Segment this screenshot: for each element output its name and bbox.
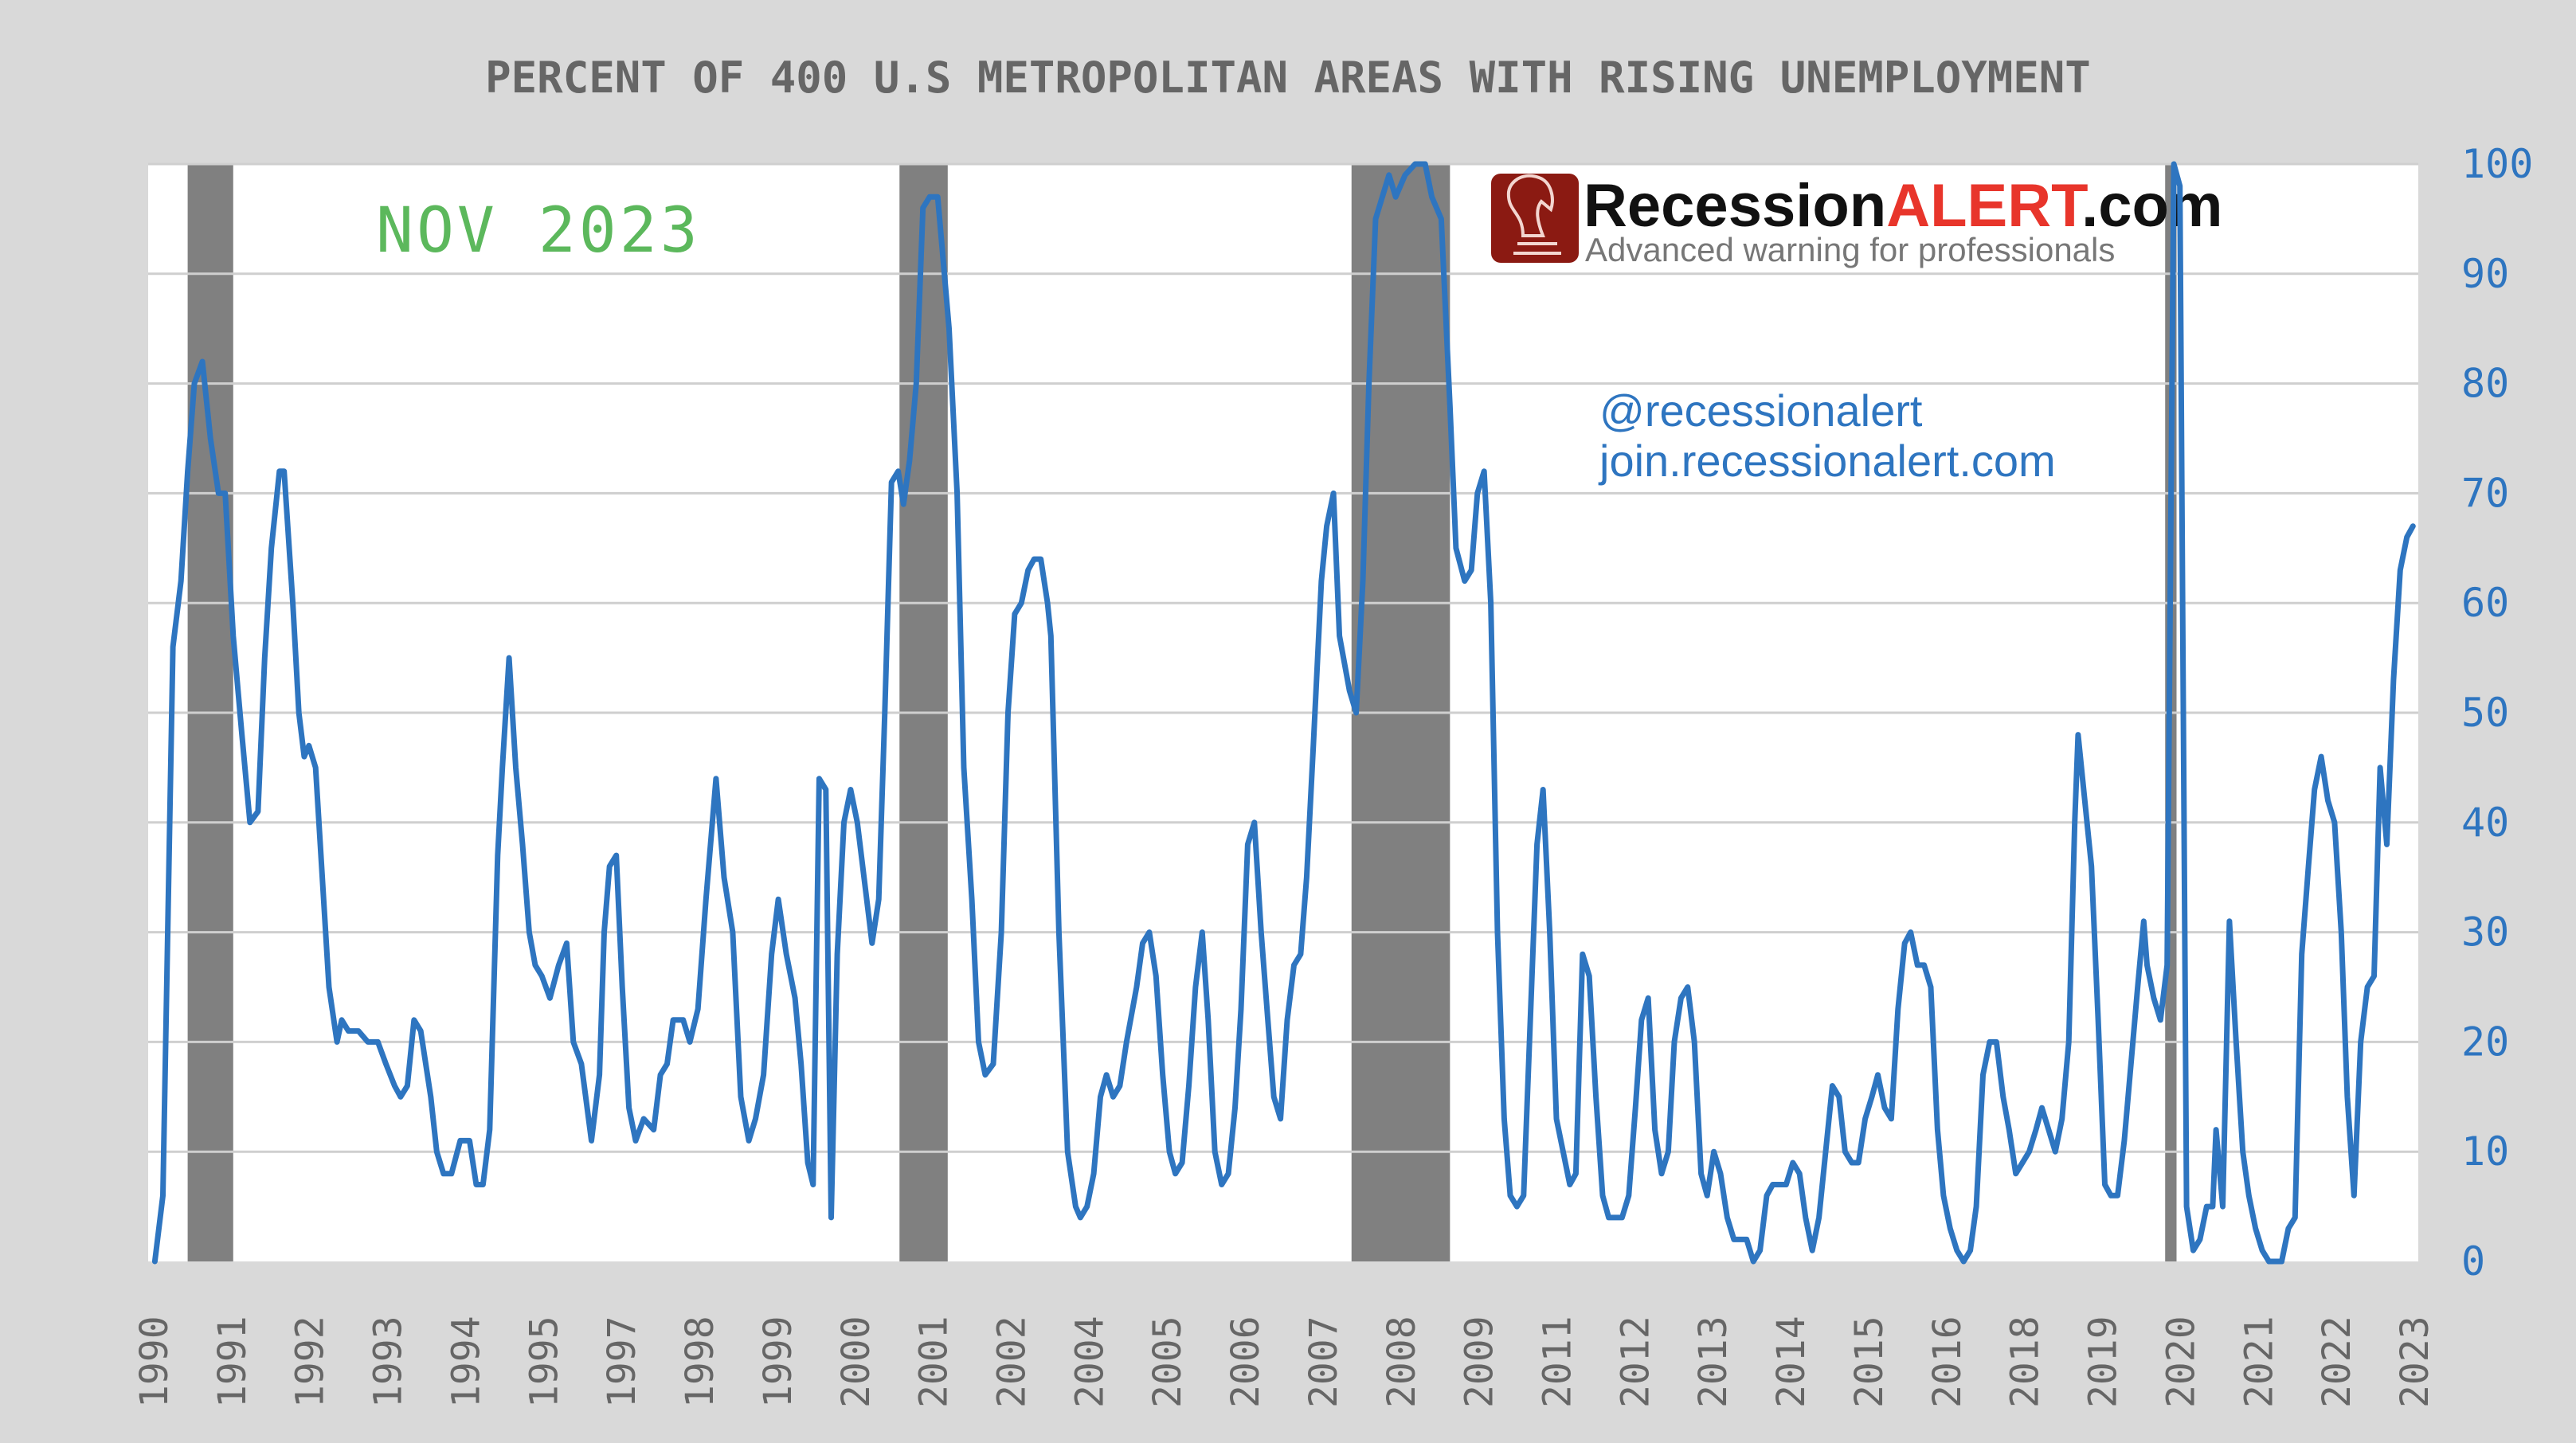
x-tick-label: 1993 <box>366 1316 411 1408</box>
x-tick-label: 1997 <box>600 1316 644 1408</box>
x-tick-label: 1999 <box>756 1316 801 1408</box>
y-tick-label: 70 <box>2461 470 2509 516</box>
x-tick-label: 2009 <box>1458 1316 1502 1408</box>
logo-tagline: Advanced warning for professionals <box>1585 231 2115 268</box>
social-handle: @recessionalert <box>1599 385 1923 436</box>
y-tick-label: 90 <box>2461 251 2509 297</box>
x-tick-label: 2020 <box>2159 1316 2203 1408</box>
knight-icon-glyph <box>1506 174 1561 255</box>
x-tick-label: 2012 <box>1613 1316 1658 1408</box>
x-tick-label: 2000 <box>834 1316 879 1408</box>
x-tick-label: 2014 <box>1769 1316 1814 1408</box>
y-tick-label: 40 <box>2461 800 2509 846</box>
y-tick-label: 50 <box>2461 690 2509 736</box>
x-tick-label: 1998 <box>678 1316 722 1408</box>
x-tick-label: 2006 <box>1223 1316 1268 1408</box>
x-tick-label: 2004 <box>1067 1316 1112 1408</box>
x-tick-label: 2007 <box>1302 1316 1346 1408</box>
y-tick-label: 80 <box>2461 361 2509 407</box>
x-tick-label: 2005 <box>1145 1316 1190 1408</box>
x-tick-label: 1991 <box>210 1316 255 1408</box>
x-tick-label: 2018 <box>2003 1316 2048 1408</box>
y-tick-label: 0 <box>2461 1238 2485 1285</box>
y-tick-label: 10 <box>2461 1128 2509 1175</box>
x-tick-label: 2016 <box>1925 1316 1970 1408</box>
x-tick-label: 2013 <box>1691 1316 1736 1408</box>
x-tick-label: 2023 <box>2393 1316 2437 1408</box>
x-tick-label: 1992 <box>288 1316 333 1408</box>
x-tick-label: 2008 <box>1380 1316 1424 1408</box>
x-tick-label: 2011 <box>1536 1316 1580 1408</box>
website-link[interactable]: join.recessionalert.com <box>1598 436 2056 486</box>
x-tick-label: 2019 <box>2081 1316 2126 1408</box>
x-tick-label: 1994 <box>444 1316 488 1408</box>
x-tick-label: 1990 <box>132 1316 177 1408</box>
series-line <box>151 161 2416 1265</box>
x-tick-label: 2015 <box>1847 1316 1892 1408</box>
y-axis-right: 0 10 20 30 40 50 60 70 80 90 100 <box>2461 141 2533 1285</box>
x-tick-label: 1995 <box>522 1316 566 1408</box>
y-tick-label: 60 <box>2461 580 2509 626</box>
knight-icon <box>1491 174 1579 263</box>
x-axis: 1990 1991 1992 1993 1994 1995 1997 1998 1999 2000… <box>132 1316 2437 1408</box>
y-tick-label: 100 <box>2461 141 2533 187</box>
x-tick-label: 2021 <box>2237 1316 2281 1408</box>
y-tick-label: 20 <box>2461 1019 2509 1065</box>
y-tick-label: 30 <box>2461 909 2509 956</box>
x-tick-label: 2022 <box>2315 1316 2359 1408</box>
chart-title: PERCENT OF 400 U.S METROPOLITAN AREAS WI… <box>485 53 2091 103</box>
recessionalert-logo: RecessionALERT.com Advanced warning for … <box>1491 172 2222 268</box>
date-stamp: NOV 2023 <box>376 195 701 267</box>
x-tick-label: 2001 <box>912 1316 957 1408</box>
logo-wordmark: RecessionALERT.com <box>1584 172 2222 240</box>
x-tick-label: 2002 <box>989 1316 1034 1408</box>
